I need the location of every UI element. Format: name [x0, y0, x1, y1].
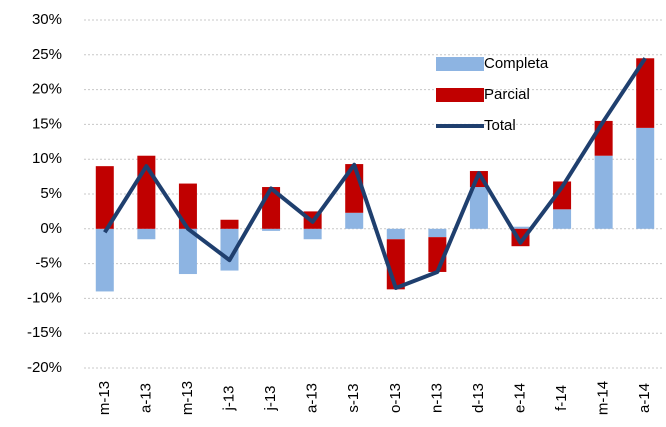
y-tick-label: 15% — [32, 115, 62, 132]
y-tick-label: 30% — [32, 11, 62, 28]
legend-swatch — [436, 88, 484, 102]
bar — [345, 212, 364, 229]
x-tick-label: j-13 — [262, 385, 279, 411]
bar — [594, 155, 613, 229]
bar — [137, 228, 156, 240]
x-tick-label: d-13 — [470, 383, 487, 413]
x-tick-label: f-14 — [553, 385, 570, 411]
bar — [636, 127, 655, 229]
x-tick-label: e-14 — [511, 383, 528, 413]
y-tick-label: -20% — [27, 359, 62, 376]
y-tick-label: 5% — [40, 185, 62, 202]
bar — [95, 228, 114, 292]
x-tick-label: a-14 — [636, 383, 653, 413]
x-tick-label: m-14 — [595, 381, 612, 415]
x-tick-label: a-13 — [304, 383, 321, 413]
bar — [553, 181, 572, 210]
bar — [220, 219, 239, 229]
x-tick-label: o-13 — [387, 383, 404, 413]
bar — [178, 183, 197, 229]
bar — [428, 228, 447, 238]
y-tick-label: 10% — [32, 150, 62, 167]
x-tick-label: j-13 — [220, 385, 237, 411]
x-tick-label: m-13 — [96, 381, 113, 415]
x-tick-label: a-13 — [137, 383, 154, 413]
x-tick-label: m-13 — [179, 381, 196, 415]
bar — [262, 228, 281, 231]
y-tick-label: 25% — [32, 46, 62, 63]
x-tick-label: s-13 — [345, 383, 362, 412]
y-tick-label: -10% — [27, 289, 62, 306]
legend-label: Parcial — [484, 86, 530, 103]
bar — [220, 228, 239, 271]
bar — [95, 166, 114, 229]
y-tick-label: 0% — [40, 220, 62, 237]
y-tick-label: -15% — [27, 324, 62, 341]
bar — [178, 228, 197, 275]
y-tick-label: 20% — [32, 81, 62, 98]
bar — [511, 226, 530, 229]
bar — [636, 58, 655, 128]
bar — [386, 228, 405, 240]
bar — [303, 228, 322, 240]
legend-label: Total — [484, 117, 516, 134]
legend-swatch — [436, 57, 484, 71]
bar — [594, 120, 613, 156]
x-tick-label: n-13 — [428, 383, 445, 413]
y-tick-label: -5% — [35, 255, 62, 272]
bar — [553, 209, 572, 229]
legend-label: Completa — [484, 55, 549, 72]
bar — [469, 187, 488, 229]
line — [103, 57, 647, 290]
